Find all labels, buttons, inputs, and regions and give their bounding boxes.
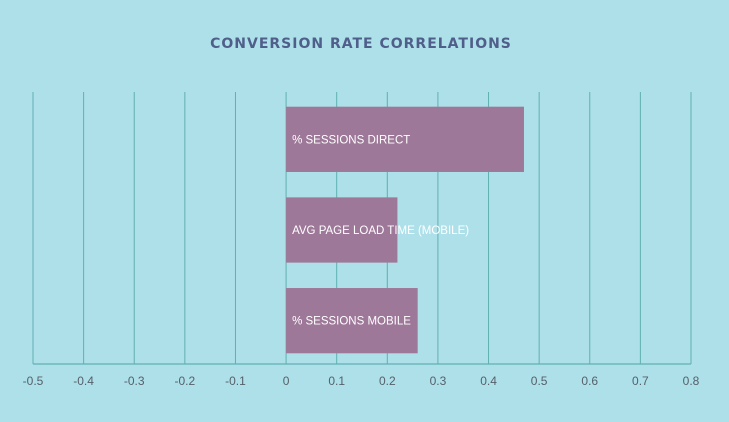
x-tick-label: 0.2 xyxy=(379,374,396,388)
bar xyxy=(286,197,398,263)
x-tick-label: -0.3 xyxy=(124,374,145,388)
bar-label: AVG PAGE LOAD TIME (MOBILE) xyxy=(292,225,469,237)
chart-title: CONVERSION RATE CORRELATIONS xyxy=(210,36,512,52)
bar xyxy=(286,288,418,354)
x-tick-label: 0.6 xyxy=(581,374,598,388)
x-tick-label: -0.2 xyxy=(175,374,196,388)
x-tick-label: 0.1 xyxy=(328,374,345,388)
bars xyxy=(286,106,524,354)
x-tick-labels: -0.5 -0.4 -0.3 -0.2 -0.1 0 0.1 0.2 0.3 0.4 0.5 0.6 0… xyxy=(23,374,700,388)
x-tick-label: -0.5 xyxy=(23,374,44,388)
x-tick-label: 0.8 xyxy=(683,374,700,388)
x-tick-label: 0 xyxy=(283,374,290,388)
x-tick-label: 0.3 xyxy=(430,374,447,388)
bar-labels: % SESSIONS DIRECT AVG PAGE LOAD TIME (MOB… xyxy=(292,134,469,327)
x-tick-label: 0.5 xyxy=(531,374,548,388)
x-tick-label: -0.4 xyxy=(73,374,94,388)
bar-label: % SESSIONS MOBILE xyxy=(292,316,411,328)
bar-label: % SESSIONS DIRECT xyxy=(292,134,410,146)
x-tick-label: 0.4 xyxy=(480,374,497,388)
x-tick-label: -0.1 xyxy=(225,374,246,388)
bar xyxy=(286,106,524,172)
x-tick-label: 0.7 xyxy=(632,374,649,388)
